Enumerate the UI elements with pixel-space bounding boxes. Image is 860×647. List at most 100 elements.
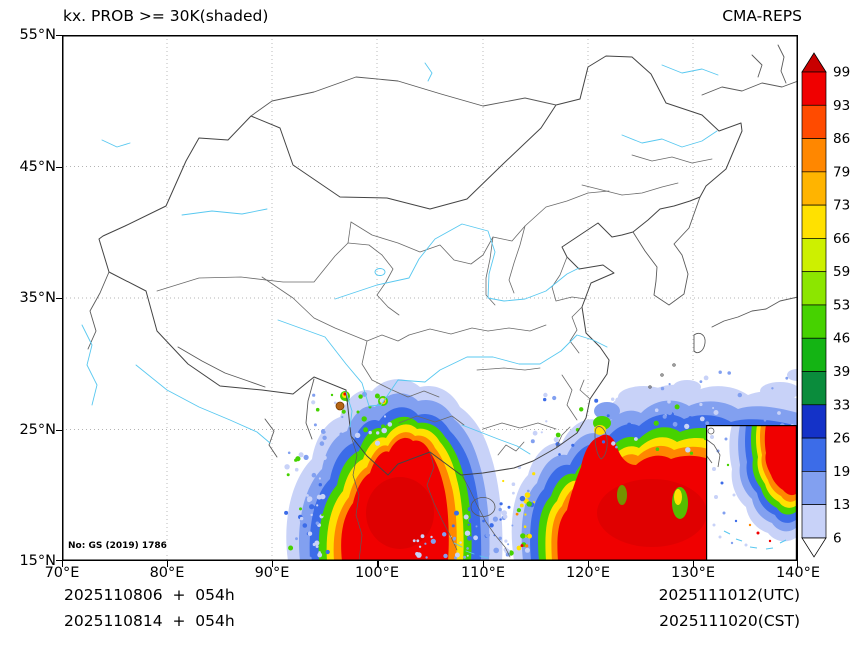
shading-speckle xyxy=(474,548,480,554)
shading-speckle xyxy=(284,464,290,470)
shading-speckle xyxy=(454,510,459,516)
shading-speckle xyxy=(507,543,510,546)
shading-speckle xyxy=(381,424,385,429)
prob-shading-west xyxy=(286,379,503,561)
x-axis-tick xyxy=(587,561,589,567)
shading-speckle xyxy=(526,501,532,507)
shading-speckle xyxy=(523,525,527,528)
shading-speckle xyxy=(453,536,456,540)
shading-speckle xyxy=(512,491,515,495)
shading-speckle xyxy=(668,383,671,386)
shading-speckle xyxy=(287,451,291,455)
shading-speckle xyxy=(316,504,319,507)
colorbar-label: 59 xyxy=(833,264,850,280)
shading-speckle xyxy=(524,547,530,553)
colorbar-label: 66 xyxy=(833,231,850,247)
shading-speckle xyxy=(606,414,610,418)
shading-speckle xyxy=(383,415,387,418)
x-tick-label-130e: 130°E xyxy=(670,565,716,581)
y-tick-label-25n: 25°N xyxy=(19,421,56,438)
x-axis-tick xyxy=(167,561,169,567)
shading-speckle xyxy=(354,432,361,438)
province-borders xyxy=(156,154,713,456)
inset-map xyxy=(705,425,798,561)
colorbar-label: 53 xyxy=(833,297,850,313)
y-tick-label-45n: 45°N xyxy=(19,158,56,175)
shading-speckle xyxy=(286,473,290,477)
map-canvas xyxy=(62,35,798,561)
shading-speckle xyxy=(515,504,519,508)
shading-speckle xyxy=(322,455,327,461)
shading-speckle xyxy=(611,441,616,446)
shading-speckle xyxy=(307,531,313,536)
shading-speckle xyxy=(467,523,470,526)
shading-speckle xyxy=(507,505,511,509)
y-axis-tick xyxy=(56,298,62,300)
shading-speckle xyxy=(498,536,502,540)
shading-speckle xyxy=(527,533,532,539)
shading-speckle xyxy=(699,380,703,383)
shading-speckle xyxy=(504,539,508,543)
shading-speckle xyxy=(493,547,500,554)
colorbar-label: 13 xyxy=(833,497,850,513)
shading-speckle xyxy=(500,510,503,514)
shading-speckle xyxy=(418,545,422,548)
shading-speckle xyxy=(310,513,313,517)
shading-speckle xyxy=(689,451,694,455)
x-tick-label-120e: 120°E xyxy=(565,565,611,581)
shading-speckle xyxy=(308,556,312,561)
shading-speckle xyxy=(313,423,317,427)
shading-speckle xyxy=(451,524,455,528)
shading-speckle xyxy=(381,427,388,434)
colorbar-label: 6 xyxy=(833,530,842,546)
shading-speckle xyxy=(303,478,309,484)
shading-speckle xyxy=(703,375,709,381)
shading-speckle xyxy=(615,445,618,449)
shading-speckle xyxy=(545,420,548,423)
shading-speckle xyxy=(662,414,667,419)
y-axis-tick xyxy=(56,35,62,37)
colorbar-label: 86 xyxy=(833,131,850,147)
shading-speckle xyxy=(555,432,561,438)
shading-speckle xyxy=(425,556,428,559)
shading-speckle xyxy=(553,437,559,443)
shading-speckle xyxy=(628,411,631,414)
shading-speckle xyxy=(306,494,309,497)
shading-speckle xyxy=(303,454,309,460)
colorbar-label: 39 xyxy=(833,364,850,380)
x-tick-label-100e: 100°E xyxy=(354,565,400,581)
shading-speckle xyxy=(284,510,289,515)
footer-init-cst: 2025110814 + 054h xyxy=(64,612,235,630)
shading-speckle xyxy=(485,532,490,538)
shading-speckle xyxy=(524,513,527,516)
shading-speckle xyxy=(503,514,508,519)
shading-speckle xyxy=(467,535,472,541)
colorbar-label: 33 xyxy=(833,397,850,413)
shading-speckle xyxy=(664,421,670,426)
shading-speckle xyxy=(315,521,319,525)
shading-speckle xyxy=(501,510,508,516)
shading-speckle xyxy=(571,443,575,447)
footer-valid-utc: 2025111012(UTC) xyxy=(658,586,800,604)
shading-speckle xyxy=(532,472,536,476)
shading-speckle xyxy=(466,547,469,550)
x-tick-label-80e: 80°E xyxy=(149,565,185,581)
shading-speckle xyxy=(311,400,316,405)
shading-speckle xyxy=(499,518,502,521)
shading-speckle xyxy=(420,534,425,539)
colorbar-cell xyxy=(801,238,827,273)
shading-speckle xyxy=(660,386,665,391)
watermark: No: GS (2019) 1786 xyxy=(66,541,169,552)
shading-speckle xyxy=(416,552,422,558)
shading-speckle xyxy=(594,398,599,403)
shading-speckle xyxy=(532,430,538,436)
colorbar-triangle-bottom xyxy=(801,537,827,558)
shading-speckle xyxy=(684,423,690,429)
shading-speckle xyxy=(412,539,416,543)
shading-speckle xyxy=(601,440,606,444)
colorbar-cell xyxy=(801,371,827,406)
colorbar-cell xyxy=(801,471,827,505)
shading-speckle xyxy=(312,393,316,397)
x-axis-tick xyxy=(482,561,484,567)
colorbar-label: 93 xyxy=(833,98,850,114)
